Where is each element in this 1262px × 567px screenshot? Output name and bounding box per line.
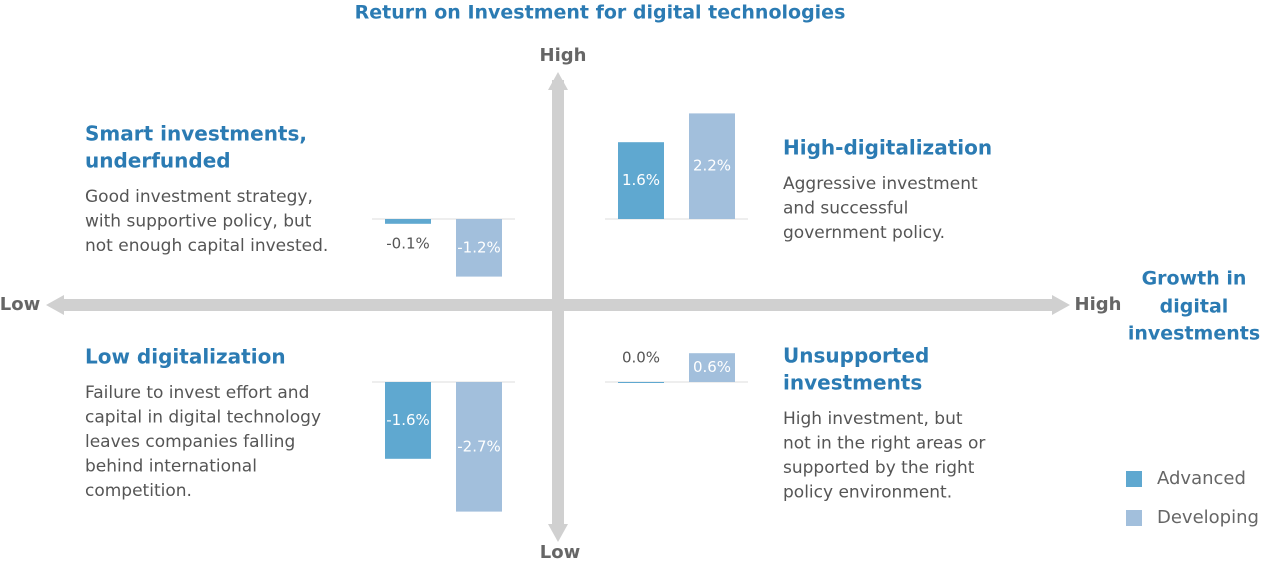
quadrant-description: not in the right areas or [783, 434, 985, 454]
value-label: 1.6% [622, 171, 660, 189]
quadrant-title: Low digitalization [85, 345, 286, 369]
value-label: -1.2% [457, 238, 501, 256]
quadrant-description: behind international [85, 457, 257, 477]
bar [618, 382, 664, 383]
x-axis-label: digital [1160, 296, 1229, 318]
axes [46, 72, 1070, 542]
y-low-label: Low [540, 542, 580, 563]
arrow-head [46, 295, 64, 315]
quadrant-description: policy environment. [783, 483, 952, 503]
quadrant-description: Aggressive investment [783, 174, 978, 194]
quadrant-description: competition. [85, 481, 192, 501]
arrow-head [548, 72, 568, 90]
x-axis-label: Growth in [1142, 268, 1247, 290]
bar [385, 219, 431, 224]
quadrant-description: capital in digital technology [85, 408, 321, 428]
bar [689, 353, 735, 382]
quadrant-description: leaves companies falling [85, 432, 295, 452]
arrow-head [1052, 295, 1070, 315]
quadrant-description: and successful [783, 199, 908, 219]
bar [618, 142, 664, 219]
value-label: 0.0% [622, 349, 660, 367]
value-label: -0.1% [386, 235, 430, 253]
value-label: 2.2% [693, 157, 731, 175]
quadrant-title: Unsupported [783, 344, 929, 368]
quadrant-description: not enough capital invested. [85, 236, 328, 256]
quadrant-title: Smart investments, [85, 122, 307, 146]
legend-swatch [1126, 471, 1142, 487]
quadrant-description: supported by the right [783, 458, 975, 478]
quadrant-title: High-digitalization [783, 136, 992, 160]
x-axis-arrow [58, 299, 1058, 311]
x-high-label: High [1075, 294, 1122, 315]
chart-title: Return on Investment for digital technol… [355, 2, 846, 24]
legend-label: Advanced [1157, 468, 1246, 489]
value-label: 0.6% [693, 358, 731, 376]
arrow-head [548, 524, 568, 542]
value-label: -2.7% [457, 437, 501, 455]
quadrant-description: Good investment strategy, [85, 187, 313, 207]
value-label: -1.6% [386, 411, 430, 429]
quadrant-description: High investment, but [783, 409, 963, 429]
quadrant-title: investments [783, 371, 922, 395]
quadrant-description: Failure to invest effort and [85, 383, 309, 403]
quadrant-description: government policy. [783, 223, 945, 243]
legend-label: Developing [1157, 507, 1259, 528]
bar [456, 382, 502, 512]
bar [385, 382, 431, 459]
x-axis-label: investments [1128, 323, 1260, 345]
bar [689, 113, 735, 219]
quadrant-description: with supportive policy, but [85, 212, 312, 232]
quadrant-title: underfunded [85, 149, 231, 173]
x-low-label: Low [0, 294, 40, 315]
bar [456, 219, 502, 277]
y-high-label: High [540, 45, 587, 66]
legend-swatch [1126, 510, 1142, 526]
